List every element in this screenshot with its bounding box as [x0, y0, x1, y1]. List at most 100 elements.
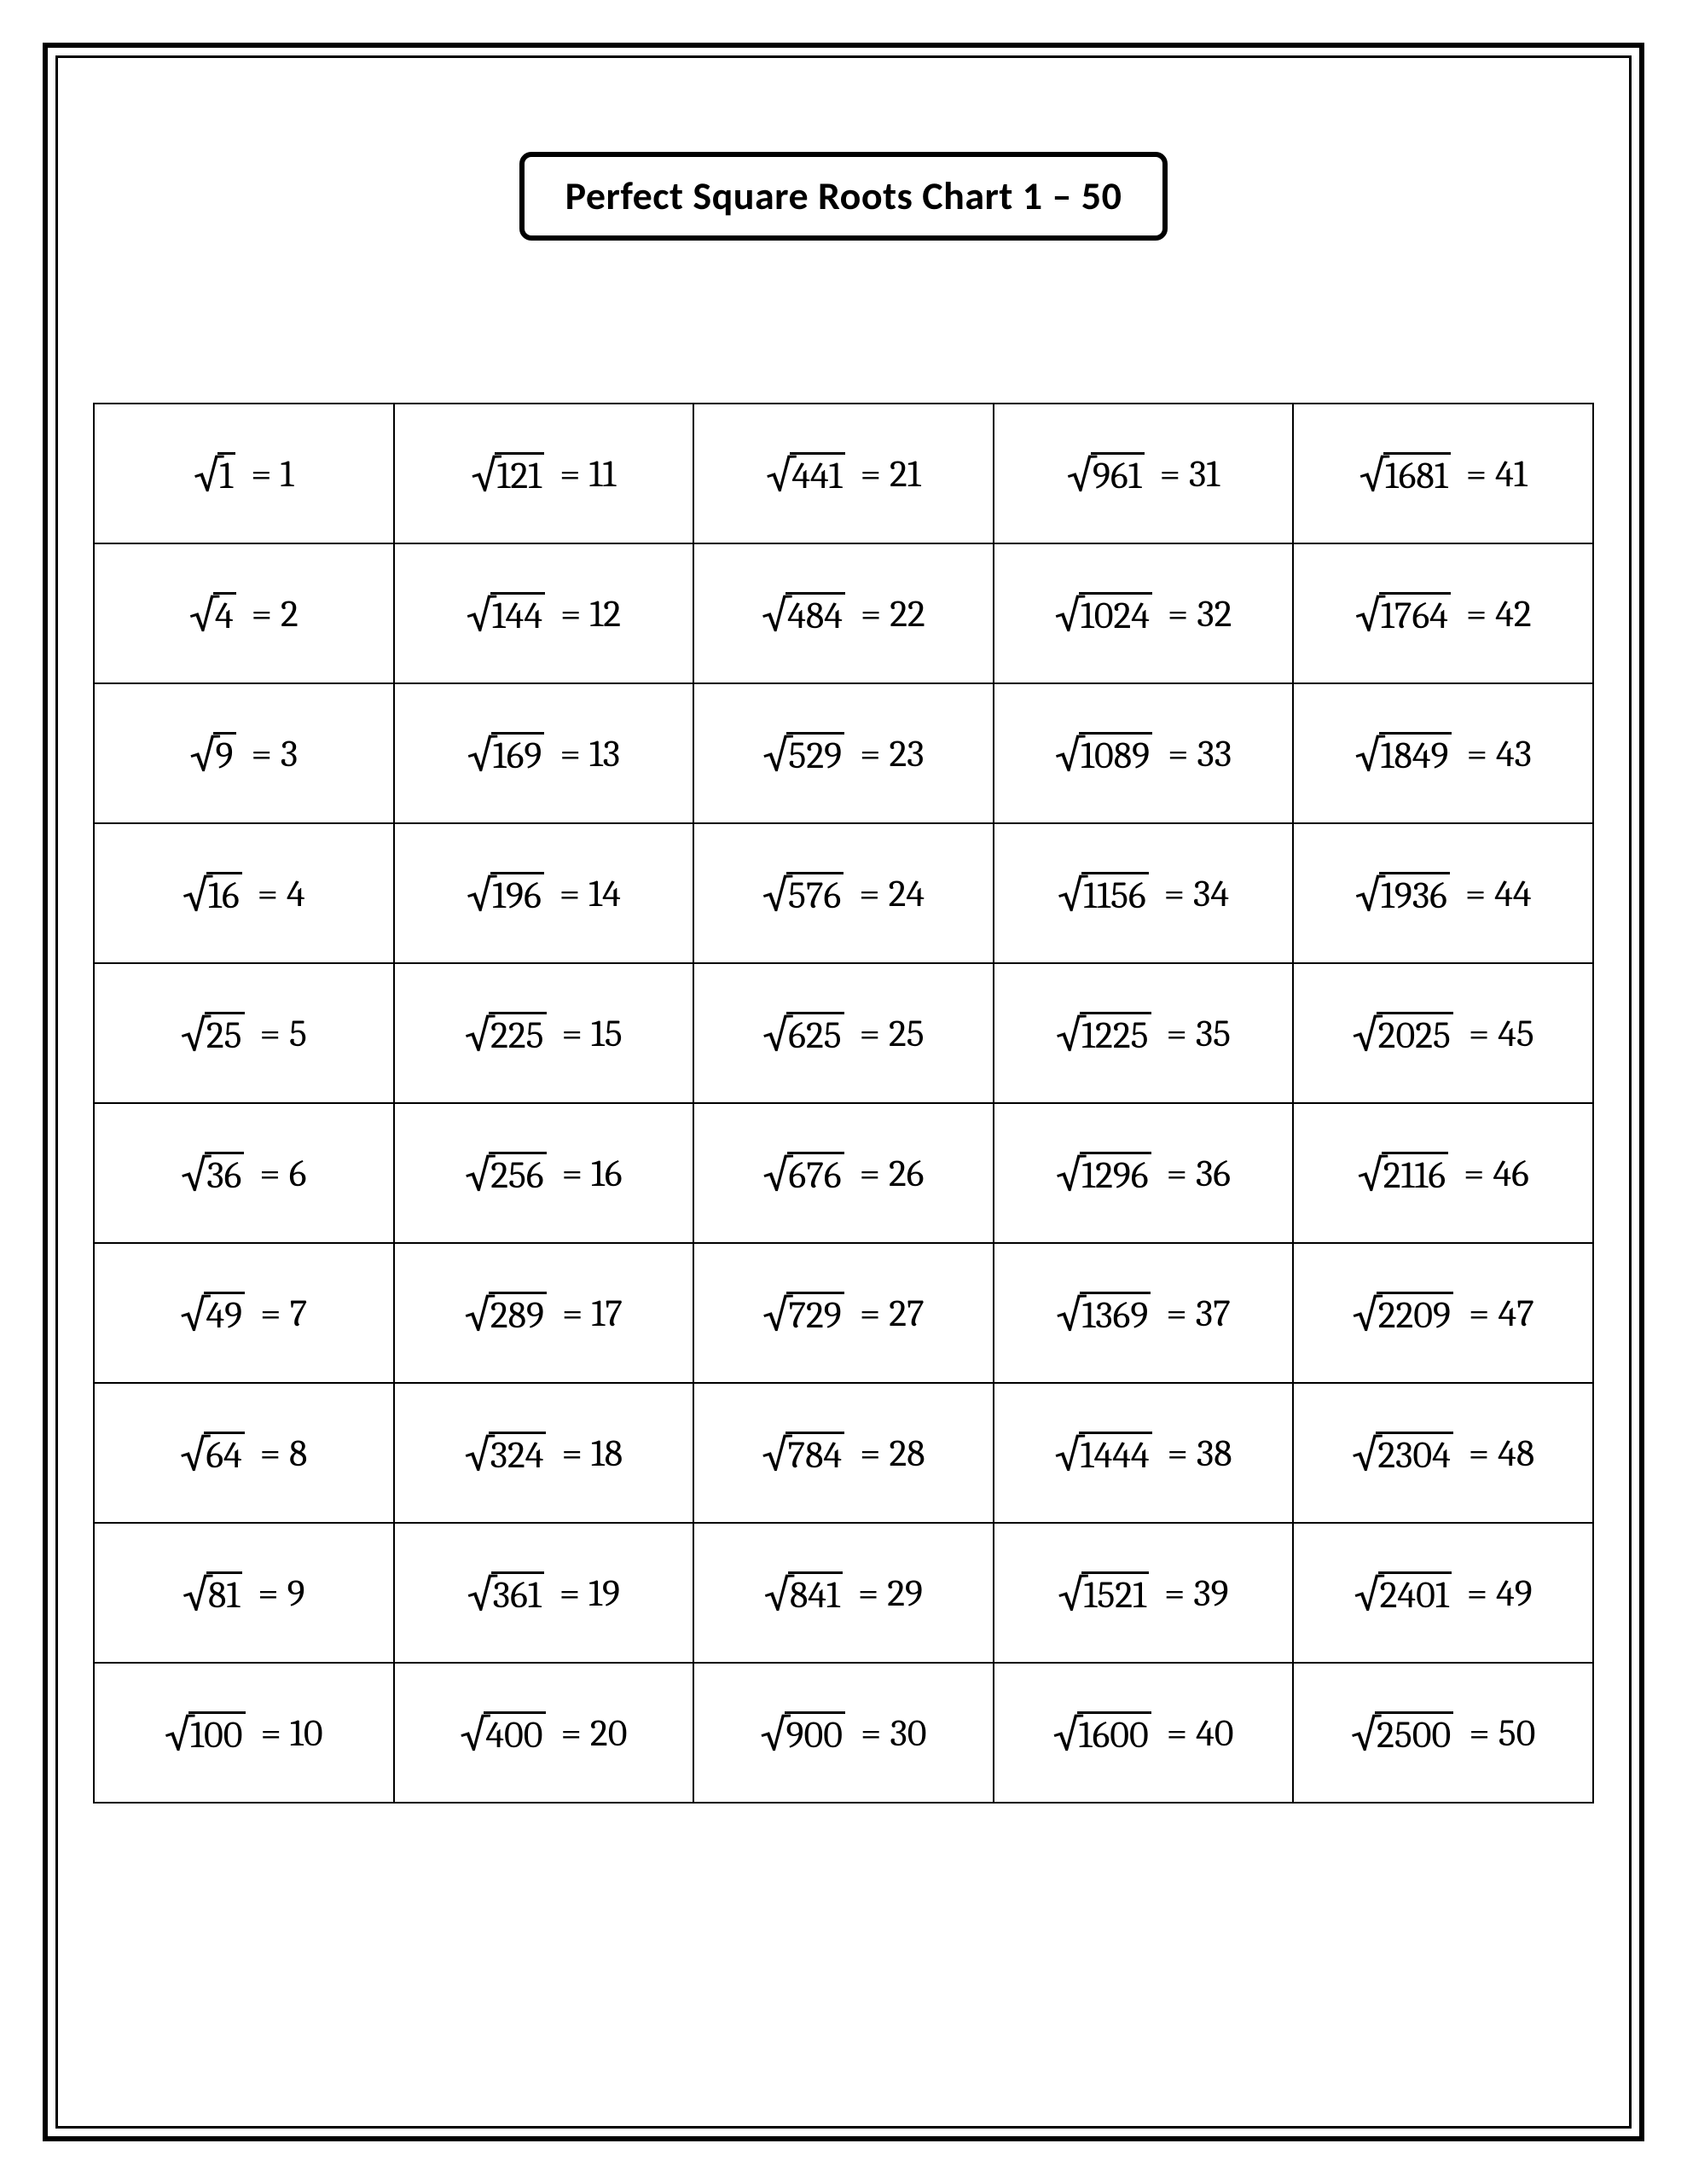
equals-sign: = [251, 452, 271, 496]
result-value: 34 [1193, 872, 1229, 915]
table-cell: √841=29 [693, 1523, 994, 1663]
surd-glyph: √ [1359, 453, 1388, 497]
surd-glyph: √ [467, 593, 496, 637]
radical-symbol: √100 [165, 1711, 246, 1755]
square-root-equation: √1600=40 [1052, 1711, 1233, 1755]
result-value: 8 [289, 1432, 307, 1475]
surd-glyph: √ [764, 1572, 793, 1617]
square-root-equation: √1089=33 [1055, 731, 1232, 775]
radicand-value: 529 [786, 732, 844, 775]
square-root-equation: √841=29 [764, 1571, 923, 1615]
radicand-value: 841 [788, 1571, 843, 1615]
square-root-equation: √441=21 [766, 451, 921, 496]
radical-symbol: √225 [465, 1011, 547, 1055]
table-cell: √225=15 [394, 963, 694, 1103]
table-row: √100=10√400=20√900=30√1600=40√2500=50 [94, 1663, 1593, 1803]
equals-sign: = [1467, 732, 1487, 775]
table-row: √25=5√225=15√625=25√1225=35√2025=45 [94, 963, 1593, 1103]
radical-symbol: √1521 [1058, 1571, 1149, 1615]
radical-symbol: √784 [762, 1431, 844, 1475]
equals-sign: = [260, 1292, 281, 1335]
equals-sign: = [1467, 1571, 1487, 1615]
surd-glyph: √ [762, 593, 791, 637]
surd-glyph: √ [467, 1572, 496, 1617]
equals-sign: = [561, 1711, 582, 1755]
surd-glyph: √ [1055, 733, 1084, 777]
radical-symbol: √900 [760, 1711, 845, 1755]
radical-symbol: √2304 [1352, 1431, 1453, 1475]
surd-glyph: √ [467, 733, 496, 777]
surd-glyph: √ [181, 1013, 210, 1057]
result-value: 19 [588, 1571, 620, 1615]
table-cell: √361=19 [394, 1523, 694, 1663]
result-value: 28 [889, 1432, 925, 1475]
surd-glyph: √ [1353, 1013, 1382, 1057]
table-cell: √9=3 [94, 683, 394, 823]
table-row: √64=8√324=18√784=28√1444=38√2304=48 [94, 1383, 1593, 1523]
radicand-value: 961 [1091, 452, 1145, 496]
table-cell: √1156=34 [994, 823, 1294, 963]
surd-glyph: √ [1352, 1432, 1381, 1477]
radicand-value: 81 [206, 1571, 242, 1615]
table-cell: √2401=49 [1293, 1523, 1593, 1663]
equals-sign: = [1168, 732, 1188, 775]
radicand-value: 144 [490, 592, 545, 636]
radicand-value: 121 [495, 452, 544, 496]
surd-glyph: √ [165, 1712, 194, 1757]
square-root-equation: √1849=43 [1354, 731, 1531, 775]
table-cell: √576=24 [693, 823, 994, 963]
surd-glyph: √ [1054, 1432, 1083, 1477]
radical-symbol: √1444 [1054, 1431, 1151, 1475]
square-root-equation: √49=7 [180, 1291, 307, 1335]
square-root-equation: √625=25 [762, 1011, 925, 1055]
equals-sign: = [261, 1711, 281, 1755]
radical-symbol: √4 [189, 591, 236, 636]
radical-symbol: √1681 [1359, 451, 1451, 496]
square-root-equation: √900=30 [760, 1711, 926, 1755]
equals-sign: = [861, 592, 881, 636]
result-value: 24 [889, 872, 925, 915]
surd-glyph: √ [465, 1153, 494, 1197]
square-root-equation: √225=15 [465, 1011, 623, 1055]
result-value: 14 [588, 872, 621, 915]
surd-glyph: √ [180, 1292, 209, 1337]
radical-symbol: √361 [467, 1571, 544, 1615]
equals-sign: = [1164, 1571, 1185, 1615]
radical-symbol: √1089 [1055, 731, 1152, 775]
equals-sign: = [259, 1152, 280, 1195]
table-cell: √1024=32 [994, 543, 1294, 683]
surd-glyph: √ [1355, 593, 1384, 637]
surd-glyph: √ [762, 873, 791, 917]
equals-sign: = [1466, 592, 1487, 636]
radicand-value: 1521 [1081, 1571, 1149, 1615]
result-value: 30 [890, 1711, 926, 1755]
surd-glyph: √ [1055, 593, 1084, 637]
radicand-value: 2401 [1378, 1571, 1452, 1615]
radicand-value: 1849 [1379, 732, 1452, 775]
square-root-equation: √1296=36 [1056, 1151, 1231, 1195]
square-root-equation: √576=24 [762, 871, 925, 915]
radicand-value: 64 [204, 1432, 244, 1475]
table-row: √4=2√144=12√484=22√1024=32√1764=42 [94, 543, 1593, 683]
result-value: 4 [287, 872, 305, 915]
radical-symbol: √81 [183, 1571, 242, 1615]
square-root-equation: √1=1 [194, 451, 293, 496]
radicand-value: 1089 [1079, 732, 1152, 775]
square-root-equation: √1444=38 [1054, 1431, 1232, 1475]
surd-glyph: √ [471, 453, 500, 497]
radical-symbol: √529 [762, 731, 844, 775]
radicand-value: 196 [490, 872, 544, 915]
result-value: 42 [1495, 592, 1531, 636]
radicand-value: 729 [786, 1292, 844, 1335]
radicand-value: 36 [205, 1152, 244, 1195]
table-row: √16=4√196=14√576=24√1156=34√1936=44 [94, 823, 1593, 963]
table-cell: √2116=46 [1293, 1103, 1593, 1243]
table-cell: √1=1 [94, 404, 394, 543]
equals-sign: = [560, 592, 581, 636]
surd-glyph: √ [1058, 1572, 1087, 1617]
result-value: 22 [890, 592, 925, 636]
equals-sign: = [1167, 1152, 1187, 1195]
result-value: 7 [290, 1292, 308, 1335]
table-cell: √256=16 [394, 1103, 694, 1243]
equals-sign: = [258, 1571, 278, 1615]
